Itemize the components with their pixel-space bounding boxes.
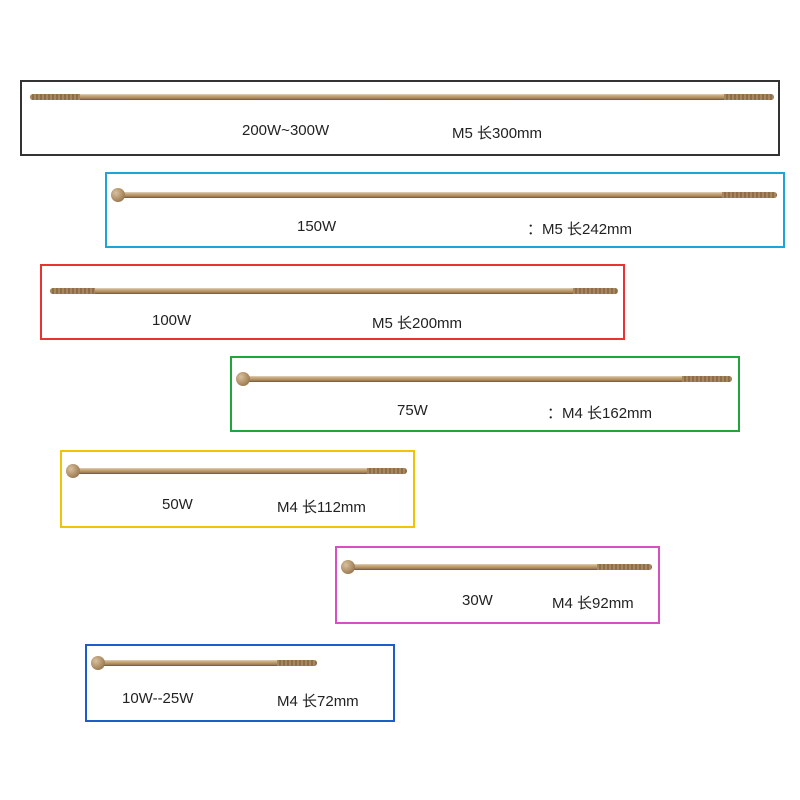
spec-box-row4: 75W ：M4 长162mm bbox=[230, 356, 740, 432]
bolt-graphic bbox=[72, 468, 407, 474]
size-label: M5 长200mm bbox=[372, 312, 462, 333]
watt-label: 30W bbox=[462, 592, 493, 609]
watt-label: 50W bbox=[162, 496, 193, 513]
size-label: M4 长92mm bbox=[552, 592, 634, 613]
watt-label: 100W bbox=[152, 312, 191, 329]
spec-box-row3: 100W M5 长200mm bbox=[40, 264, 625, 340]
size-label: ：M5 长242mm bbox=[527, 218, 632, 239]
watt-label: 10W--25W bbox=[122, 690, 193, 707]
size-label: ：M4 长162mm bbox=[547, 402, 652, 423]
bolt-graphic bbox=[242, 376, 732, 382]
watt-label: 200W~300W bbox=[242, 122, 329, 139]
spec-box-row6: 30W M4 长92mm bbox=[335, 546, 660, 624]
size-label: M5 长300mm bbox=[452, 122, 542, 143]
size-label: M4 长112mm bbox=[277, 496, 366, 517]
bolt-graphic bbox=[50, 288, 618, 294]
spec-box-row7: 10W--25W M4 长72mm bbox=[85, 644, 395, 722]
spec-box-row2: 150W ：M5 长242mm bbox=[105, 172, 785, 248]
bolt-graphic bbox=[30, 94, 774, 100]
size-label: M4 长72mm bbox=[277, 690, 359, 711]
spec-box-row5: 50W M4 长112mm bbox=[60, 450, 415, 528]
bolt-graphic bbox=[97, 660, 317, 666]
bolt-graphic bbox=[117, 192, 777, 198]
spec-box-row1: 200W~300W M5 长300mm bbox=[20, 80, 780, 156]
watt-label: 150W bbox=[297, 218, 336, 235]
watt-label: 75W bbox=[397, 402, 428, 419]
bolt-graphic bbox=[347, 564, 652, 570]
